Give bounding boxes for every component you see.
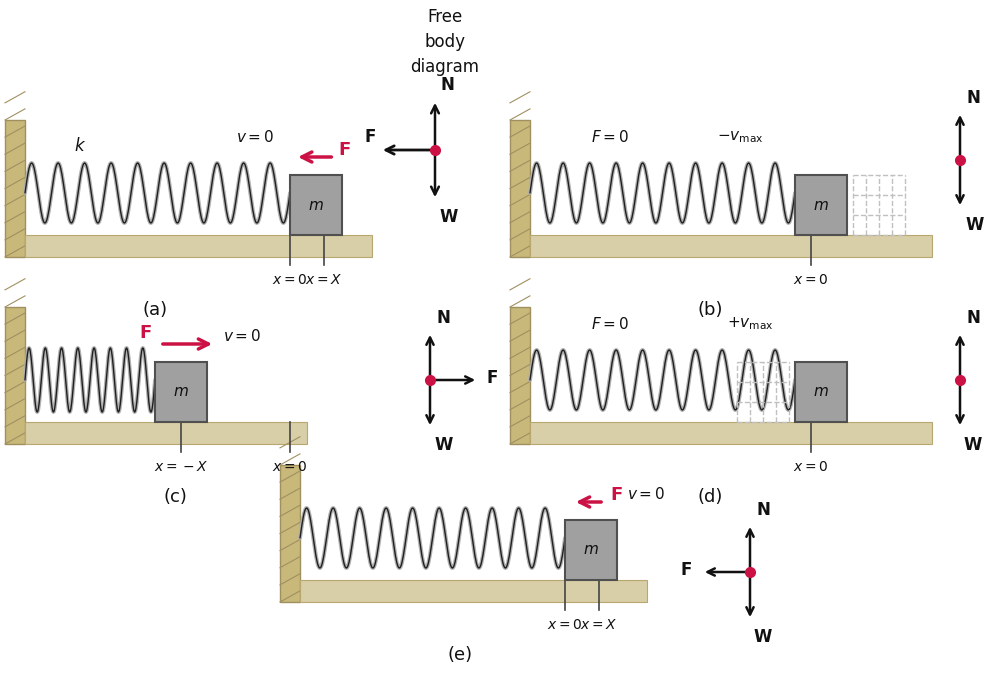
Bar <box>795 362 847 422</box>
Text: W: W <box>439 208 457 226</box>
Text: $m$: $m$ <box>813 197 829 213</box>
Text: $F = 0$: $F = 0$ <box>591 129 629 145</box>
Text: W: W <box>754 628 772 646</box>
Text: $m$: $m$ <box>583 542 599 558</box>
Bar <box>565 520 617 580</box>
Text: $\mathbf{F}$: $\mathbf{F}$ <box>139 324 152 342</box>
Text: (d): (d) <box>697 488 723 506</box>
Text: $F = 0$: $F = 0$ <box>591 316 629 332</box>
Text: (c): (c) <box>163 488 187 506</box>
Text: $-v_{\mathrm{max}}$: $-v_{\mathrm{max}}$ <box>717 129 763 145</box>
Text: F: F <box>681 561 692 579</box>
Text: N: N <box>966 89 980 107</box>
Text: $m$: $m$ <box>308 197 324 213</box>
Text: $x = 0$: $x = 0$ <box>272 460 308 474</box>
Text: N: N <box>756 501 770 519</box>
Text: $\mathbf{F}$: $\mathbf{F}$ <box>364 128 376 146</box>
Text: $\mathbf{F}$: $\mathbf{F}$ <box>610 486 623 504</box>
Bar <box>795 175 847 235</box>
Text: W: W <box>964 436 982 454</box>
Bar <box>300 580 647 602</box>
Text: $k$: $k$ <box>74 137 86 155</box>
Text: $x = -X$: $x = -X$ <box>154 460 208 474</box>
Text: N: N <box>440 76 454 94</box>
Text: W: W <box>434 436 452 454</box>
Bar <box>280 465 300 602</box>
Text: $x = 0$: $x = 0$ <box>547 618 583 632</box>
Text: N: N <box>436 309 450 327</box>
Text: $v = 0$: $v = 0$ <box>236 129 274 145</box>
Text: W: W <box>965 216 983 234</box>
Bar <box>5 120 25 257</box>
Bar <box>530 235 932 257</box>
Bar <box>25 235 372 257</box>
Text: (a): (a) <box>142 301 168 319</box>
Text: $x = 0$: $x = 0$ <box>793 273 828 287</box>
Bar <box>5 307 25 444</box>
Text: (e): (e) <box>447 646 473 664</box>
Text: $x = 0$: $x = 0$ <box>793 460 828 474</box>
Text: $\mathbf{F}$: $\mathbf{F}$ <box>338 141 351 159</box>
Bar <box>530 422 932 444</box>
Text: N: N <box>966 309 980 327</box>
Bar <box>510 307 530 444</box>
Text: F: F <box>486 369 497 387</box>
Text: $m$: $m$ <box>813 384 829 400</box>
Text: $m$: $m$ <box>173 384 189 400</box>
Text: $v = 0$: $v = 0$ <box>627 486 665 502</box>
Text: $x = 0$: $x = 0$ <box>272 273 308 287</box>
Bar <box>510 120 530 257</box>
Text: $+v_{\mathrm{max}}$: $+v_{\mathrm{max}}$ <box>727 315 773 332</box>
Text: $x = X$: $x = X$ <box>305 273 342 287</box>
Text: $v = 0$: $v = 0$ <box>223 328 261 344</box>
Text: Free
body
diagram: Free body diagram <box>411 8 480 76</box>
Bar <box>155 362 207 422</box>
Text: $x = X$: $x = X$ <box>580 618 617 632</box>
Bar <box>25 422 307 444</box>
Bar <box>290 175 342 235</box>
Text: (b): (b) <box>697 301 723 319</box>
